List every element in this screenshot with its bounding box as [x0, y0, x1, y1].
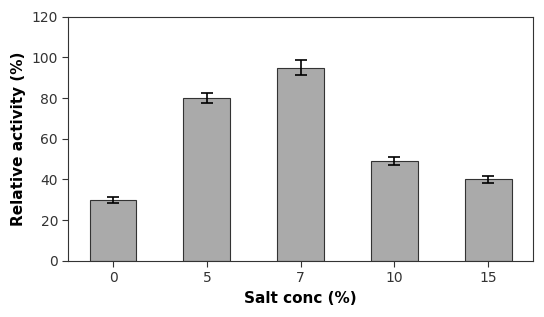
- Bar: [277, 68, 324, 261]
- Y-axis label: Relative activity (%): Relative activity (%): [11, 52, 26, 226]
- Bar: [465, 179, 512, 261]
- Bar: [90, 200, 137, 261]
- Bar: [371, 161, 418, 261]
- X-axis label: Salt conc (%): Salt conc (%): [244, 291, 357, 306]
- Bar: [183, 98, 230, 261]
